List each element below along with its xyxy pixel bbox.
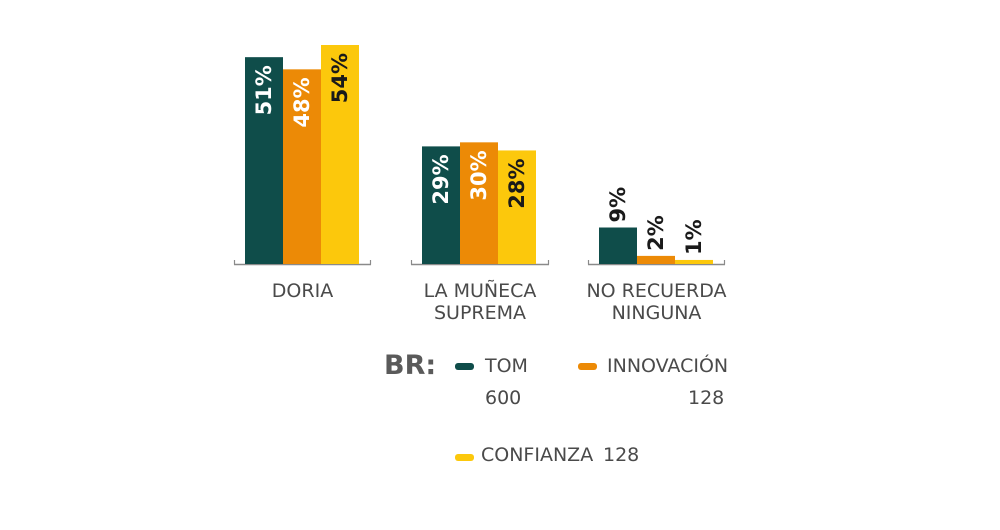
legend-prefix: BR: <box>384 350 437 381</box>
data-label-no-recuerda-ninguna-innovacion: 2% <box>644 215 668 251</box>
bar-no-recuerda-ninguna-confianza <box>675 259 713 264</box>
legend-swatch-tom <box>455 363 474 370</box>
bar-la-muneca-suprema-innovacion <box>460 142 498 264</box>
bar-doria-innovacion <box>283 69 321 264</box>
legend-swatch-innovacion <box>578 363 597 370</box>
bar-la-muneca-suprema-confianza <box>498 150 536 264</box>
bar-no-recuerda-ninguna-innovacion <box>637 255 675 264</box>
data-label-doria-tom: 51% <box>252 65 276 115</box>
category-label-no-recuerda-ninguna-line2: NINGUNA <box>612 302 702 324</box>
data-label-la-muneca-suprema-tom: 29% <box>429 154 453 204</box>
legend-item-confianza: CONFIANZA 128 <box>455 442 655 472</box>
legend-count-confianza: 128 <box>603 444 640 466</box>
category-label-doria: DORIA <box>272 280 333 302</box>
legend-count-tom: 600 <box>485 387 522 409</box>
category-label-la-muneca-suprema-line1: LA MUÑECA <box>424 279 537 302</box>
legend-swatch-confianza <box>455 454 474 461</box>
data-label-no-recuerda-ninguna-tom: 9% <box>606 187 630 223</box>
legend-label-innovacion: INNOVACIÓN <box>607 355 729 377</box>
data-label-la-muneca-suprema-innovacion: 30% <box>467 150 491 200</box>
data-label-doria-innovacion: 48% <box>290 77 314 127</box>
legend-count-innovacion: 128 <box>688 387 725 409</box>
data-label-no-recuerda-ninguna-confianza: 1% <box>682 219 706 255</box>
bar-doria-tom <box>245 57 283 264</box>
legend-item-innovacion: INNOVACIÓN 128 <box>578 353 738 413</box>
data-label-doria-confianza: 54% <box>328 53 352 103</box>
category-label-no-recuerda-ninguna-line1: NO RECUERDA <box>586 280 726 302</box>
legend-label-tom: TOM <box>485 355 528 377</box>
bar-no-recuerda-ninguna-tom <box>599 227 637 264</box>
data-label-la-muneca-suprema-confianza: 28% <box>505 158 529 208</box>
category-label-la-muneca-suprema-line2: SUPREMA <box>434 302 526 324</box>
bar-doria-confianza <box>321 45 359 264</box>
legend-label-confianza: CONFIANZA <box>481 444 594 466</box>
bar-la-muneca-suprema-tom <box>422 146 460 264</box>
legend-item-tom: TOM 600 <box>455 353 545 413</box>
